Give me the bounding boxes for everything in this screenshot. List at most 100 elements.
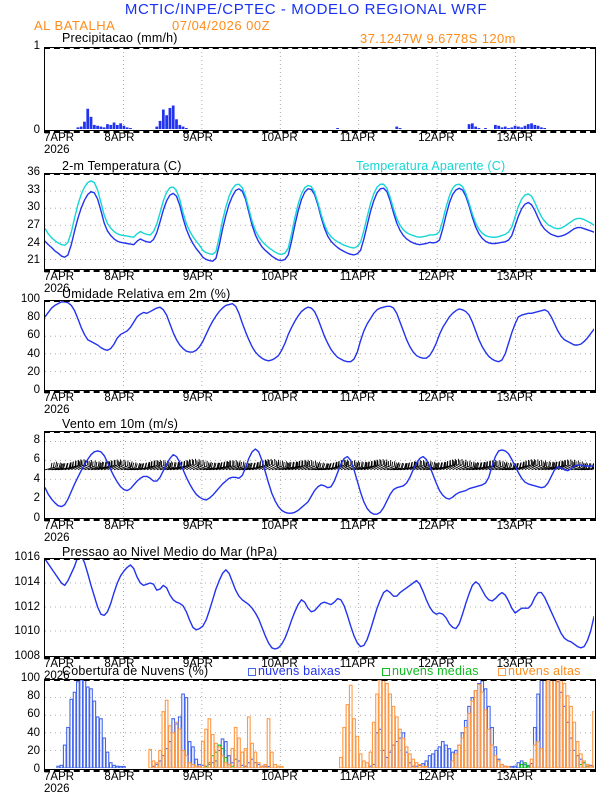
y-tick-label: 21 — [0, 255, 40, 265]
x-tick-label: 11APR — [340, 392, 376, 404]
panel-title-relative_humidity: Umidade Relativa em 2m (%) — [62, 287, 230, 301]
plot-frame-top — [44, 431, 596, 433]
y-tick-label: 1010 — [0, 626, 40, 636]
x-tick-label: 12APR — [418, 271, 454, 283]
x-tick-label: 11APR — [340, 771, 376, 783]
panel-title-precip: Precipitacao (mm/h) — [62, 31, 178, 45]
x-axis-precip: 7APR 8APR 9APR 10APR 11APR 12APR 13APR 2026 — [0, 132, 612, 158]
y-tick-label: 36 — [0, 167, 40, 177]
y-tick-label: 100 — [0, 294, 40, 304]
x-tick-label: 8APR — [104, 271, 134, 283]
y-tick-label: 20 — [0, 746, 40, 756]
x-tick-label: 8APR — [104, 520, 134, 532]
x-tick-label: 8APR — [104, 771, 134, 783]
station-coordinates: 37.1247W 9.6778S 120m — [360, 31, 516, 46]
plot-area-temperature — [44, 173, 596, 270]
x-tick-label: 13APR — [497, 271, 533, 283]
x-tick-label: 9APR — [183, 271, 213, 283]
x-axis-cloud_cover: 7APR 8APR 9APR 10APR 11APR 12APR 13APR 2026 — [0, 771, 612, 797]
x-axis-year: 2026 — [44, 404, 70, 416]
plot-frame-top — [44, 558, 596, 560]
y-tick-label: 27 — [0, 220, 40, 230]
x-tick-label: 13APR — [497, 771, 533, 783]
y-tick-label: 40 — [0, 728, 40, 738]
cloud-legend-low: nuvens baixas — [248, 664, 341, 678]
y-tick-label: 60 — [0, 709, 40, 719]
x-tick-label: 11APR — [340, 658, 376, 670]
plot-area-precip — [44, 47, 596, 131]
plot-area-cloud_cover — [44, 679, 596, 770]
panel-title-mslp: Pressao ao Nivel Medio do Mar (hPa) — [62, 545, 277, 559]
x-tick-label: 10APR — [261, 271, 297, 283]
y-tick-label: 6 — [0, 454, 40, 464]
x-tick-label: 10APR — [261, 520, 297, 532]
x-tick-label: 12APR — [418, 771, 454, 783]
x-tick-label: 7APR — [44, 771, 74, 783]
plot-area-wind — [44, 431, 596, 519]
legend-label: nuvens baixas — [258, 664, 341, 678]
x-tick-label: 12APR — [418, 132, 454, 144]
x-tick-label: 9APR — [183, 132, 213, 144]
y-tick-label: 33 — [0, 185, 40, 195]
x-tick-label: 11APR — [340, 271, 376, 283]
x-tick-label: 13APR — [497, 392, 533, 404]
x-tick-label: 9APR — [183, 771, 213, 783]
x-tick-label: 12APR — [418, 520, 454, 532]
cloud-legend-mid: nuvens medias — [382, 664, 479, 678]
run-date: 07/04/2026 00Z — [172, 18, 270, 33]
x-tick-label: 7APR — [44, 132, 74, 144]
panel-title-apparent-temperature: Temperatura Aparente (C) — [356, 159, 505, 173]
y-tick-label: 2 — [0, 493, 40, 503]
y-tick-label: 1012 — [0, 602, 40, 612]
plot-frame-top — [44, 173, 596, 175]
y-tick-label: 100 — [0, 673, 40, 683]
x-axis-year: 2026 — [44, 532, 70, 544]
panel-title-wind: Vento em 10m (m/s) — [62, 417, 178, 431]
x-tick-label: 11APR — [340, 520, 376, 532]
y-tick-label: 60 — [0, 330, 40, 340]
y-tick-label: 20 — [0, 367, 40, 377]
x-tick-label: 7APR — [44, 271, 74, 283]
y-tick-label: 30 — [0, 202, 40, 212]
plot-area-mslp — [44, 558, 596, 657]
cloud-legend-high: nuvens altas — [498, 664, 581, 678]
plot-area-relative_humidity — [44, 300, 596, 391]
x-tick-label: 11APR — [340, 132, 376, 144]
x-tick-label: 7APR — [44, 392, 74, 404]
x-tick-label: 13APR — [497, 520, 533, 532]
x-tick-label: 10APR — [261, 392, 297, 404]
y-tick-label: 4 — [0, 474, 40, 484]
y-tick-label: 40 — [0, 349, 40, 359]
y-tick-label: 1 — [0, 41, 40, 51]
plot-frame-top — [44, 47, 596, 49]
y-tick-label: 24 — [0, 238, 40, 248]
x-tick-label: 12APR — [418, 392, 454, 404]
legend-swatch-icon — [248, 668, 256, 676]
y-tick-label: 80 — [0, 312, 40, 322]
legend-label: nuvens medias — [392, 664, 479, 678]
plot-frame-top — [44, 679, 596, 681]
panel-title-temperature: 2-m Temperatura (C) — [62, 159, 182, 173]
x-tick-label: 7APR — [44, 520, 74, 532]
x-tick-label: 8APR — [104, 392, 134, 404]
y-tick-label: 1014 — [0, 577, 40, 587]
x-axis-year: 2026 — [44, 144, 70, 156]
x-axis-wind: 7APR 8APR 9APR 10APR 11APR 12APR 13APR 2026 — [0, 520, 612, 546]
x-axis-year: 2026 — [44, 783, 70, 795]
x-tick-label: 13APR — [497, 132, 533, 144]
y-tick-label: 8 — [0, 435, 40, 445]
panel-title-cloud_cover: Cobertura de Nuvens (%) — [62, 664, 208, 678]
legend-label: nuvens altas — [508, 664, 581, 678]
x-tick-label: 9APR — [183, 520, 213, 532]
legend-swatch-icon — [382, 668, 390, 676]
x-tick-label: 9APR — [183, 392, 213, 404]
x-tick-label: 10APR — [261, 771, 297, 783]
legend-swatch-icon — [498, 668, 506, 676]
y-tick-label: 80 — [0, 691, 40, 701]
plot-frame-top — [44, 300, 596, 302]
x-axis-relative_humidity: 7APR 8APR 9APR 10APR 11APR 12APR 13APR 2026 — [0, 392, 612, 418]
x-tick-label: 8APR — [104, 132, 134, 144]
model-title: MCTIC/INPE/CPTEC - MODELO REGIONAL WRF — [0, 1, 612, 18]
y-tick-label: 1016 — [0, 552, 40, 562]
x-tick-label: 10APR — [261, 132, 297, 144]
